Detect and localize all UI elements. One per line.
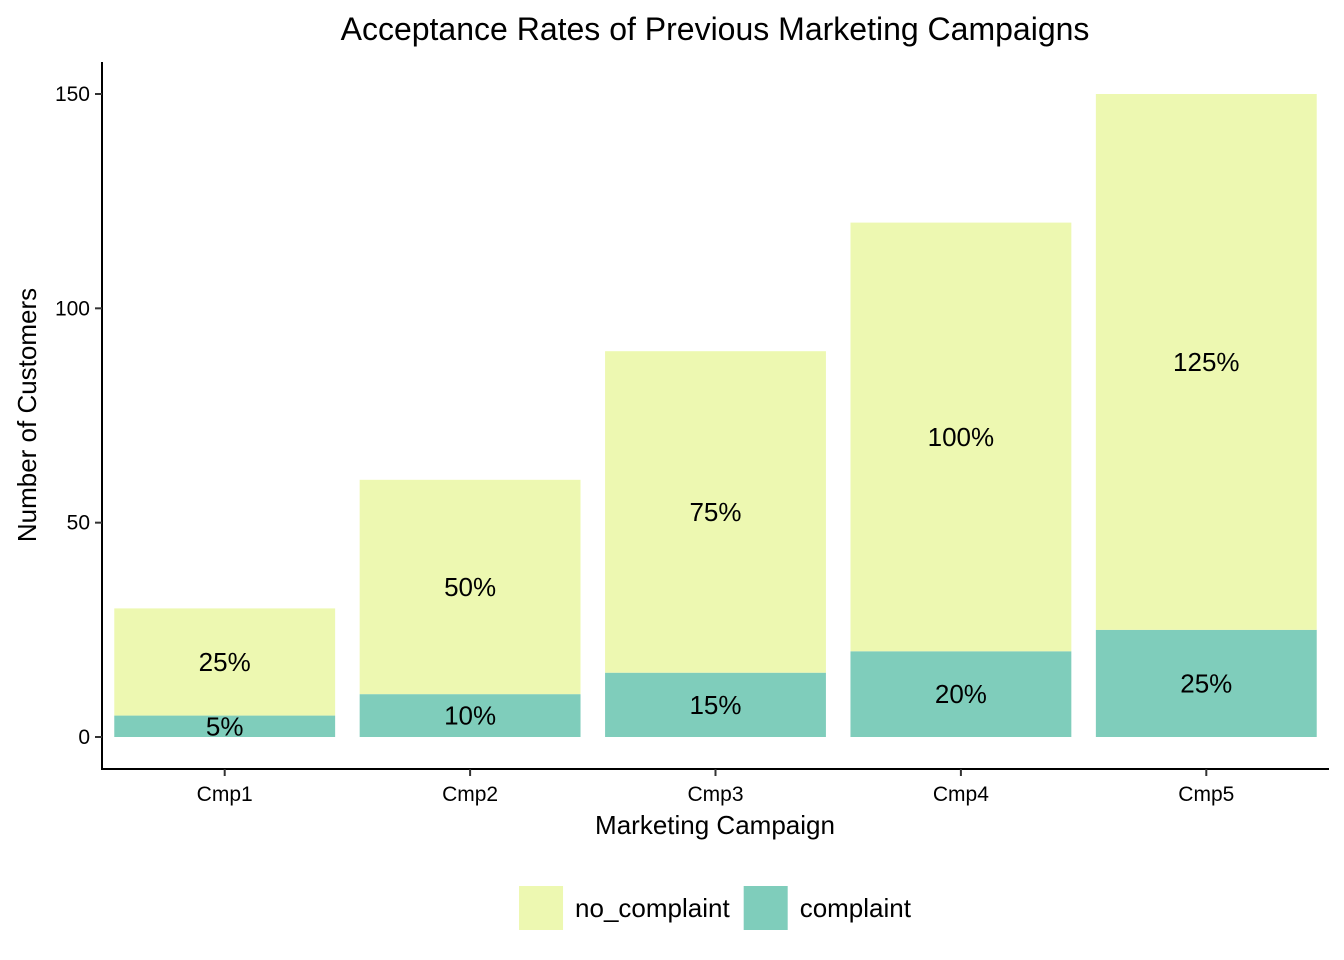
bars-layer [114, 94, 1317, 737]
bar-complaint-Cmp2 [359, 694, 581, 737]
bar-complaint-Cmp3 [605, 672, 826, 737]
chart-title: Acceptance Rates of Previous Marketing C… [341, 11, 1090, 47]
bar-no_complaint-Cmp3 [605, 351, 826, 673]
bar-label-complaint-Cmp2: 10% [444, 701, 496, 731]
legend-label-complaint: complaint [800, 893, 912, 923]
legend: no_complaint complaint [519, 886, 912, 930]
x-axis-label: Marketing Campaign [595, 810, 835, 840]
x-axis-ticks: Cmp1 Cmp2 Cmp3 Cmp4 Cmp5 [197, 769, 1234, 806]
bar-no_complaint-Cmp4 [850, 222, 1072, 652]
x-tick-label: Cmp1 [197, 783, 253, 806]
bar-label-no_complaint-Cmp1: 25% [199, 647, 251, 677]
bar-no_complaint-Cmp1 [114, 608, 336, 716]
legend-label-no_complaint: no_complaint [575, 893, 730, 923]
bar-label-no_complaint-Cmp2: 50% [444, 572, 496, 602]
x-tick-label: Cmp4 [933, 783, 989, 806]
legend-key-no_complaint [519, 886, 564, 930]
bar-label-complaint-Cmp4: 20% [935, 679, 987, 709]
bar-complaint-Cmp5 [1095, 629, 1317, 737]
legend-key-complaint [743, 886, 788, 930]
y-axis-label: Number of Customers [12, 288, 42, 542]
bar-no_complaint-Cmp2 [359, 479, 581, 695]
bar-label-no_complaint-Cmp5: 125% [1173, 347, 1240, 377]
bar-no_complaint-Cmp5 [1095, 94, 1317, 630]
bar-label-no_complaint-Cmp3: 75% [689, 497, 741, 527]
bar-label-no_complaint-Cmp4: 100% [928, 422, 995, 452]
bar-label-complaint-Cmp5: 25% [1180, 668, 1232, 698]
bar-labels-layer: 5% 25% 10% 50% 15% 75% 20% 100% 25% 125% [199, 347, 1240, 741]
bar-complaint-Cmp4 [850, 651, 1072, 737]
bar-complaint-Cmp1 [114, 715, 336, 737]
y-tick-label: 50 [67, 512, 90, 535]
y-tick-label: 100 [55, 297, 90, 320]
y-tick-label: 0 [78, 726, 90, 749]
y-tick-label: 150 [55, 83, 90, 106]
y-axis-ticks: 0 50 100 150 [55, 83, 102, 749]
bar-label-complaint-Cmp3: 15% [689, 690, 741, 720]
x-tick-label: Cmp3 [687, 783, 743, 806]
bar-label-complaint-Cmp1: 5% [206, 711, 244, 741]
x-tick-label: Cmp2 [442, 783, 498, 806]
x-tick-label: Cmp5 [1178, 783, 1234, 806]
